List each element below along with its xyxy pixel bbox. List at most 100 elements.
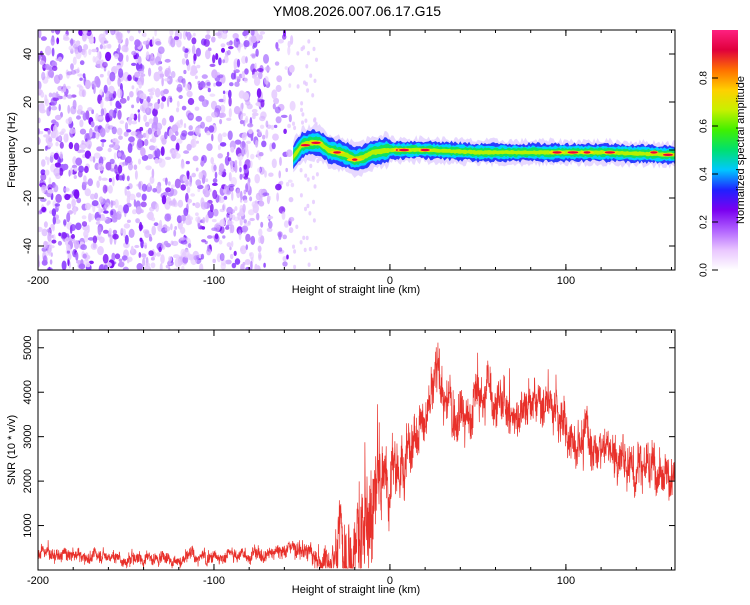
noise-blob — [105, 91, 112, 101]
noise-blob — [40, 36, 47, 41]
noise-blob — [97, 132, 100, 137]
noise-blob — [110, 30, 116, 36]
noise-blob — [164, 156, 172, 160]
spectrogram-y-label: Frequency (Hz) — [6, 112, 18, 188]
noise-blob — [183, 150, 190, 154]
noise-blob — [204, 184, 210, 191]
noise-blob — [81, 221, 88, 227]
noise-fringe-blob — [312, 218, 316, 223]
noise-blob — [219, 253, 225, 261]
noise-blob — [248, 128, 253, 134]
noise-blob — [99, 127, 106, 138]
noise-blob — [278, 232, 282, 241]
noise-blob — [229, 224, 232, 234]
noise-blob — [87, 178, 94, 187]
noise-blob — [47, 189, 54, 194]
noise-fringe-blob — [306, 177, 310, 182]
noise-blob — [200, 121, 206, 129]
noise-blob — [255, 212, 260, 221]
noise-blob — [183, 69, 187, 75]
noise-blob — [194, 127, 201, 136]
noise-fringe-blob — [308, 246, 312, 252]
noise-fringe-blob — [303, 247, 307, 253]
noise-blob — [43, 240, 48, 250]
noise-blob — [47, 200, 51, 205]
noise-blob — [47, 141, 53, 148]
noise-blob — [244, 259, 251, 265]
noise-blob — [236, 212, 243, 217]
noise-blob — [148, 182, 151, 187]
noise-blob — [117, 88, 123, 99]
noise-blob — [207, 87, 211, 93]
noise-blob — [122, 266, 129, 270]
noise-blob — [289, 64, 295, 73]
noise-blob — [158, 246, 162, 253]
noise-blob — [275, 84, 282, 93]
noise-blob — [210, 157, 214, 165]
noise-blob — [126, 175, 130, 182]
noise-blob — [128, 228, 135, 238]
noise-blob — [166, 75, 173, 85]
noise-blob — [201, 156, 204, 161]
noise-blob — [193, 53, 197, 61]
noise-blob — [241, 113, 246, 117]
noise-blob — [126, 256, 133, 263]
noise-blob — [214, 171, 218, 179]
noise-fringe-blob — [300, 46, 304, 52]
noise-blob — [197, 188, 201, 193]
noise-blob — [198, 171, 203, 180]
noise-blob — [194, 202, 201, 209]
noise-blob — [221, 47, 225, 53]
noise-blob — [234, 258, 241, 265]
noise-blob — [63, 219, 67, 226]
noise-blob — [160, 254, 165, 264]
noise-blob — [50, 223, 55, 229]
noise-fringe-blob — [308, 211, 312, 216]
noise-blob — [38, 30, 42, 39]
noise-blob — [75, 251, 79, 261]
noise-blob — [275, 116, 282, 124]
noise-blob — [181, 265, 185, 270]
noise-blob — [241, 70, 245, 81]
noise-blob — [96, 217, 102, 223]
noise-blob — [248, 209, 255, 216]
noise-blob — [118, 258, 123, 262]
noise-blob — [211, 219, 217, 223]
noise-blob — [49, 259, 53, 265]
noise-blob — [144, 265, 151, 270]
noise-blob — [206, 30, 210, 35]
noise-blob — [53, 167, 60, 177]
noise-blob — [287, 123, 291, 129]
noise-blob — [236, 58, 241, 68]
noise-blob — [153, 222, 159, 227]
noise-blob — [250, 35, 257, 44]
noise-blob — [265, 120, 269, 128]
noise-blob — [206, 143, 213, 152]
noise-blob — [234, 216, 239, 222]
noise-blob — [148, 145, 156, 151]
noise-blob — [163, 88, 169, 95]
noise-blob — [108, 109, 115, 119]
noise-blob — [158, 158, 166, 168]
noise-fringe-blob — [304, 206, 307, 212]
noise-blob — [192, 202, 196, 206]
noise-blob — [75, 40, 81, 46]
noise-blob — [63, 187, 70, 192]
noise-blob — [91, 200, 99, 207]
noise-fringe-blob — [309, 73, 313, 78]
noise-blob — [40, 173, 47, 181]
noise-blob — [250, 30, 255, 36]
noise-blob — [187, 198, 191, 205]
noise-blob — [285, 167, 289, 173]
noise-blob — [123, 131, 129, 137]
noise-blob — [95, 221, 100, 225]
noise-blob — [240, 114, 244, 122]
noise-blob — [288, 197, 294, 203]
noise-blob — [259, 124, 265, 129]
noise-blob — [239, 167, 242, 173]
noise-blob — [51, 239, 57, 244]
noise-blob — [156, 128, 161, 136]
noise-blob — [51, 92, 57, 99]
noise-blob — [180, 161, 185, 170]
noise-blob — [258, 152, 264, 157]
